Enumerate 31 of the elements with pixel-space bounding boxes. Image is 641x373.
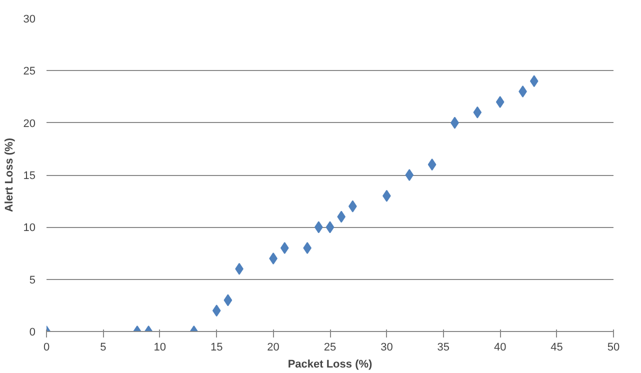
point bbox=[326, 221, 334, 234]
point bbox=[496, 96, 504, 108]
point bbox=[314, 221, 323, 234]
x-tick-label: 15 bbox=[210, 342, 223, 354]
y-tick-label: 0 bbox=[29, 326, 36, 338]
y-tick-label: 25 bbox=[23, 66, 36, 78]
x-tick-label: 50 bbox=[607, 342, 620, 354]
x-tick-label: 0 bbox=[43, 342, 50, 354]
point bbox=[280, 242, 289, 254]
x-tick-label: 20 bbox=[267, 342, 280, 354]
point bbox=[530, 75, 538, 88]
point bbox=[405, 169, 414, 181]
x-tick-label: 5 bbox=[100, 342, 106, 354]
point bbox=[337, 210, 346, 223]
x-tick-label: 25 bbox=[324, 342, 336, 354]
point bbox=[212, 304, 221, 317]
point bbox=[428, 158, 436, 171]
x-tick-label: 40 bbox=[494, 342, 506, 354]
point bbox=[224, 294, 232, 306]
y-axis-title: Alert Loss (%) bbox=[3, 138, 16, 212]
x-axis-title: Packet Loss (%) bbox=[288, 358, 373, 370]
x-tick-label: 45 bbox=[550, 342, 563, 354]
point bbox=[473, 106, 482, 118]
y-tick-label: 20 bbox=[23, 118, 36, 130]
y-tick-label: 5 bbox=[29, 274, 36, 286]
x-tick-label: 30 bbox=[380, 342, 393, 354]
x-tick-label: 35 bbox=[437, 342, 450, 354]
y-tick-label: 10 bbox=[23, 222, 36, 234]
x-tick-label: 10 bbox=[154, 342, 166, 354]
y-tick-label: 30 bbox=[23, 14, 36, 26]
y-tick-label: 15 bbox=[23, 170, 36, 182]
